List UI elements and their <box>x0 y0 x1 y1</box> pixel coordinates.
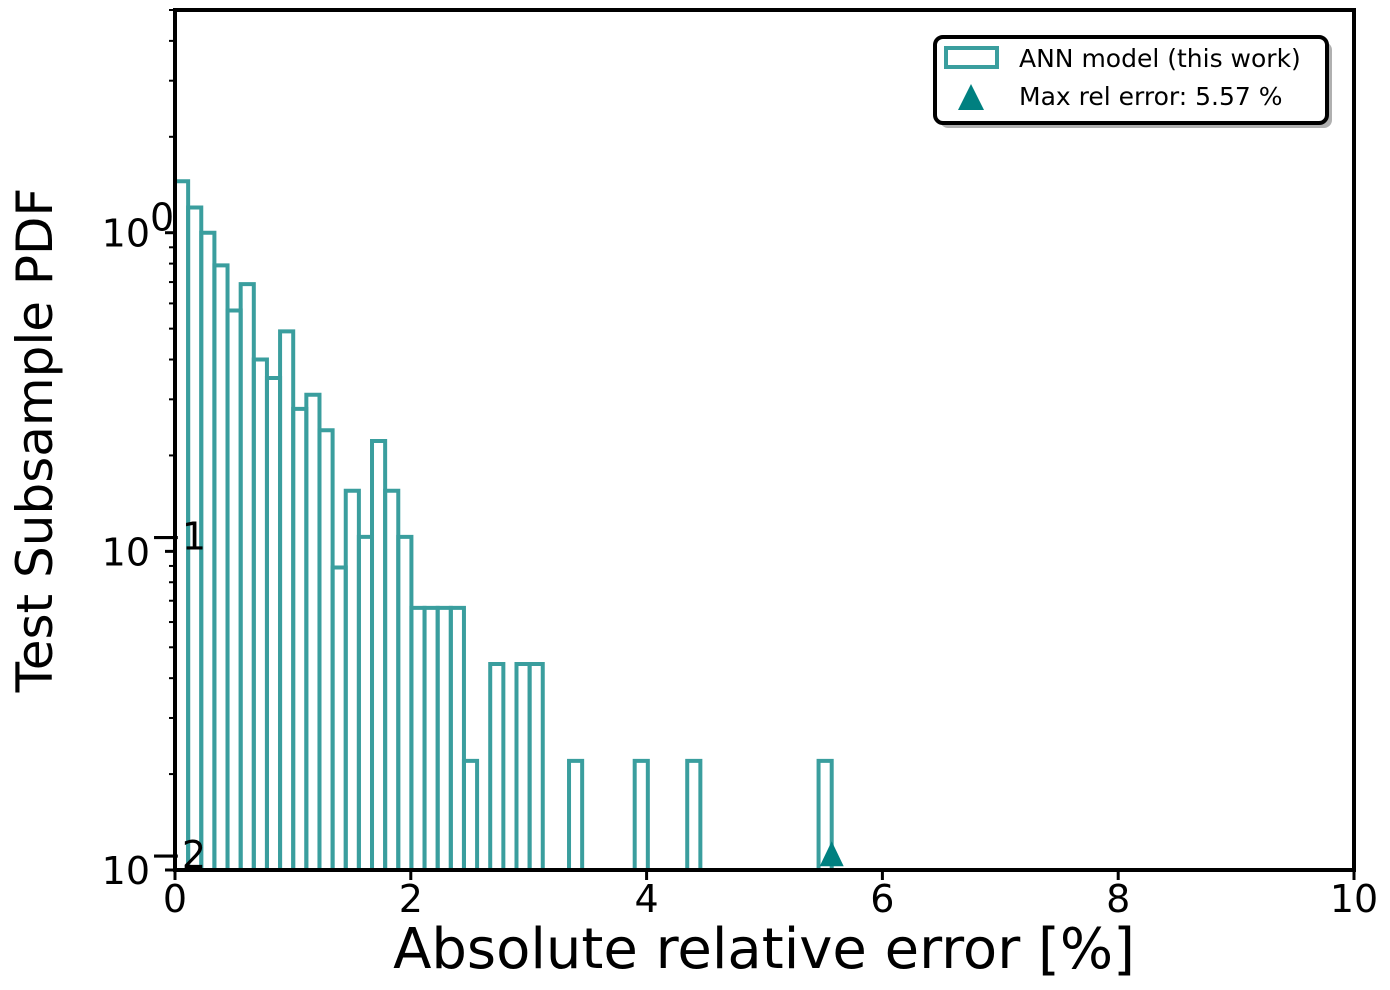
histogram-bin <box>685 758 703 870</box>
x-tick-label: 2 <box>399 877 423 921</box>
histogram-bin <box>816 758 834 870</box>
histogram-bin <box>448 605 466 870</box>
x-axis-label: Absolute relative error [%] <box>393 917 1135 982</box>
y-tick-exponent: 0 <box>150 196 174 240</box>
histogram-bin <box>461 758 480 870</box>
y-axis-label: Test Subsample PDF <box>6 188 64 694</box>
max-error-marker <box>819 841 844 867</box>
x-tick-label: 0 <box>163 877 187 921</box>
y-tick-exponent: −2 <box>150 833 206 877</box>
max-error-marker-layer <box>819 841 844 867</box>
x-tick-label: 10 <box>1330 877 1378 921</box>
y-tick-label: 10 <box>102 849 150 893</box>
histogram-bin <box>488 662 506 870</box>
plot-frame <box>173 8 1356 872</box>
y-tick-label: 10 <box>102 530 150 574</box>
histogram-bin <box>527 662 545 870</box>
legend-triangle-icon <box>958 84 984 110</box>
legend-box <box>933 35 1329 125</box>
legend-swatch-histogram <box>944 46 999 69</box>
histogram-bin <box>567 758 585 870</box>
x-tick-label: 8 <box>1106 877 1130 921</box>
histogram-bin <box>632 758 650 870</box>
y-tick-label: 10 <box>102 212 150 256</box>
x-tick-label: 4 <box>635 877 659 921</box>
x-axis-ticks: 0 2 4 6 8 10 <box>163 870 1378 921</box>
legend-label-histogram: ANN model (this work) <box>1019 44 1301 73</box>
legend-label-max-error: Max rel error: 5.57 % <box>1019 82 1282 111</box>
y-tick-exponent: −1 <box>150 514 206 558</box>
x-tick-label: 6 <box>870 877 894 921</box>
histogram-steps <box>173 179 834 870</box>
legend: ANN model (this work) Max rel error: 5.5… <box>933 35 1332 128</box>
